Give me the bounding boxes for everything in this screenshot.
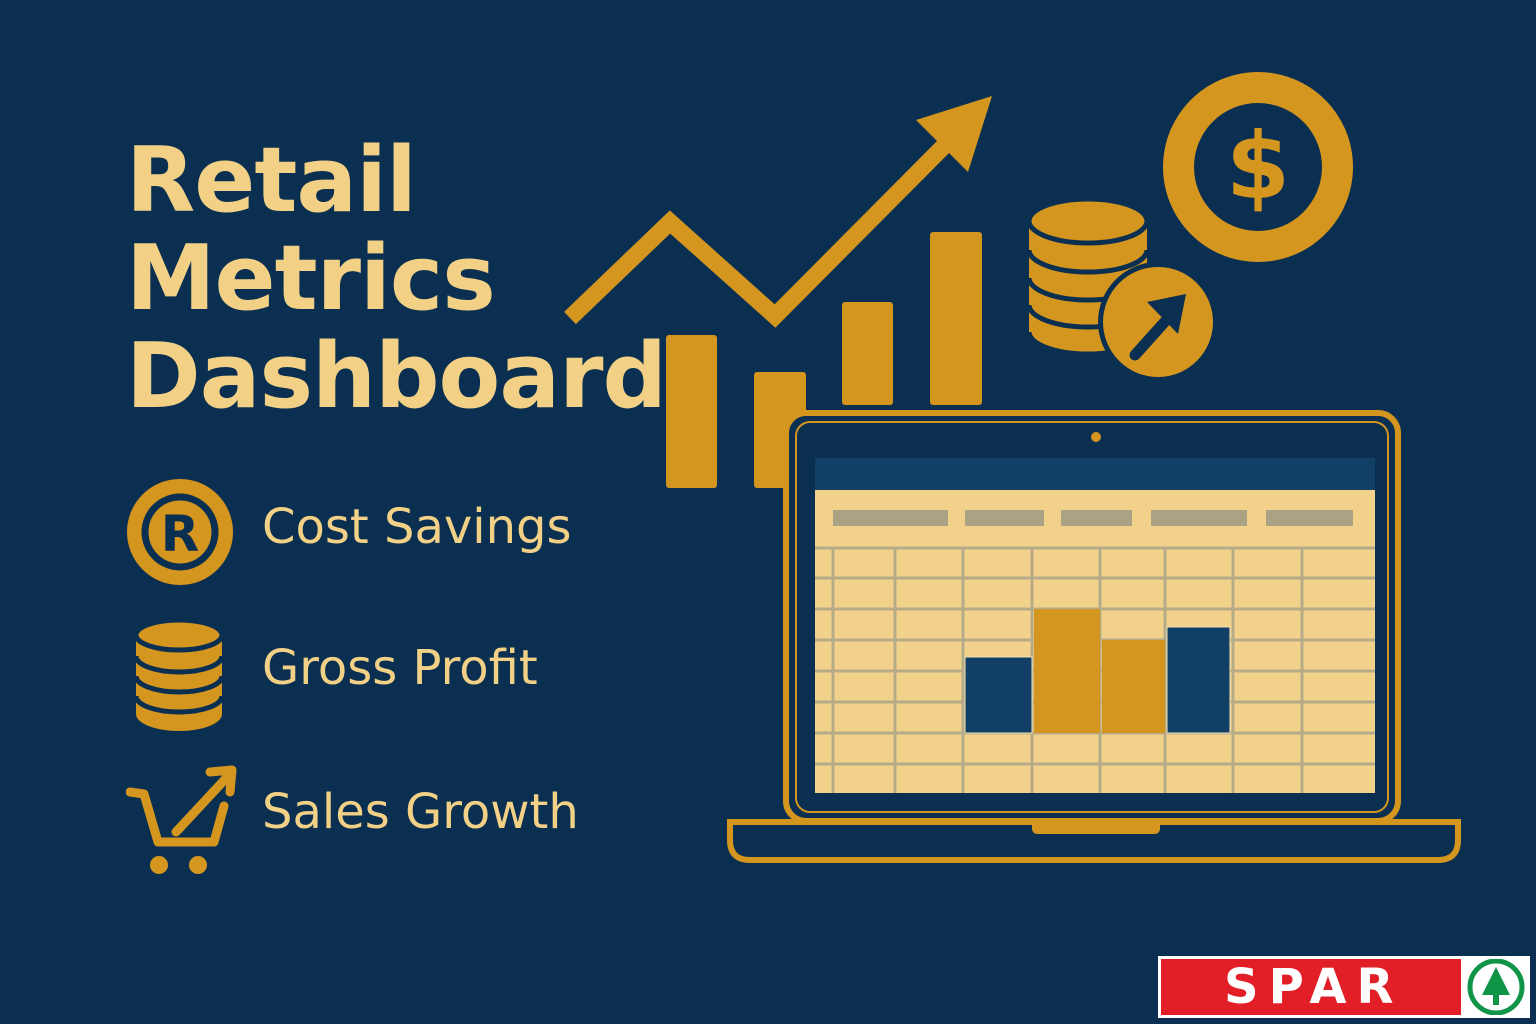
svg-text:R: R [161, 505, 200, 563]
screen-bar [964, 656, 1033, 734]
metric-label: Cost Savings [262, 499, 572, 555]
title-line: Metrics [126, 226, 496, 331]
svg-text:$: $ [1226, 113, 1290, 220]
laptop-icon [727, 410, 1461, 863]
logo-text: SPAR [1224, 959, 1404, 1015]
growth-bar [842, 302, 893, 405]
metric-cost-savings: R Cost Savings [126, 477, 606, 587]
growth-bar [930, 232, 982, 405]
metric-gross-profit: Gross Profit [126, 618, 606, 731]
dollar-coin-icon: $ [1163, 72, 1353, 262]
metric-label: Gross Profit [262, 640, 538, 696]
page-title: Retail Metrics Dashboard [126, 128, 667, 429]
rand-coin-icon: R [127, 479, 233, 585]
growth-arrow-coin-icon [1098, 262, 1218, 382]
metric-sales-growth: Sales Growth [126, 762, 606, 874]
metric-label: Sales Growth [262, 784, 579, 840]
title-line: Retail [126, 128, 417, 233]
spar-logo: SPAR [1158, 956, 1530, 1018]
cart-growth-icon [126, 765, 237, 874]
screen-bar [1034, 609, 1100, 733]
screen-bar [1166, 626, 1231, 734]
trend-arrow-icon [564, 96, 992, 328]
coin-stack-icon [133, 618, 225, 731]
growth-bar [666, 335, 717, 488]
screen-bar [1102, 640, 1165, 733]
title-line: Dashboard [126, 324, 667, 429]
spar-tree-icon [1467, 959, 1525, 1015]
